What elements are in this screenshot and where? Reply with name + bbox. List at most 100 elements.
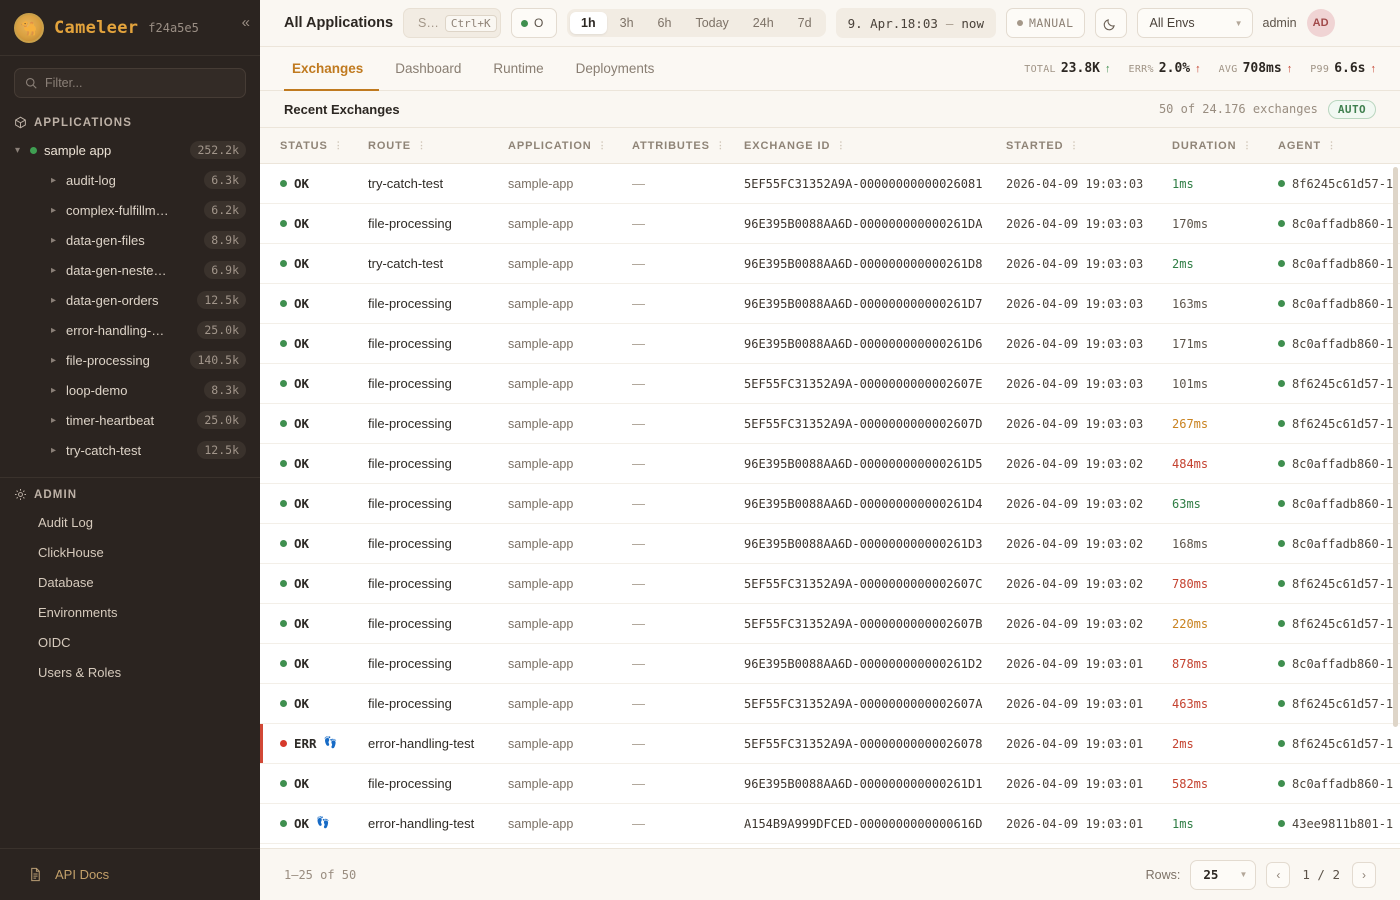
sidebar-admin-item[interactable]: Environments [0, 597, 260, 627]
tab-dashboard[interactable]: Dashboard [395, 60, 462, 76]
avatar[interactable]: AD [1306, 9, 1335, 37]
search-input[interactable]: S… Ctrl+K [403, 8, 502, 38]
table-row[interactable]: ERR 👣 error-handling-test sample-app —5EF55F… [260, 723, 1400, 764]
table-title: Recent Exchanges [284, 101, 400, 117]
agent-status-dot-icon [1278, 580, 1285, 587]
column-header-agent[interactable]: AGENT ⋮ [1270, 127, 1400, 164]
table-row[interactable]: OK file-processing sample-app —5EF55FC31352… [260, 683, 1400, 724]
table-row[interactable]: OK file-processing sample-app —96E395B0088A… [260, 523, 1400, 564]
column-header-duration[interactable]: DURATION ⋮ [1164, 127, 1270, 164]
table-row[interactable]: OK file-processing sample-app —96E395B0088A… [260, 283, 1400, 324]
sidebar-admin-item[interactable]: ClickHouse [0, 537, 260, 567]
agent-label: 8f6245c61d57-1 [1292, 416, 1394, 431]
sidebar-route-item[interactable]: ▸ file-processing 140.5k [0, 345, 260, 375]
cell-application: sample-app [500, 723, 624, 764]
time-range-button-3h[interactable]: 3h [619, 16, 634, 30]
time-range-button-today[interactable]: Today [695, 16, 729, 30]
sidebar-route-item[interactable]: ▸ audit-log 6.3k [0, 165, 260, 195]
auto-refresh-badge[interactable]: AUTO [1327, 99, 1376, 119]
cell-started: 2026-04-09 19:03:01 [998, 803, 1164, 844]
sidebar-route-item[interactable]: ▸ data-gen-neste… 6.9k [0, 255, 260, 285]
cell-duration: 170ms [1164, 203, 1270, 244]
trace-icon[interactable]: 👣 [323, 737, 338, 749]
table-row[interactable]: OK try-catch-test sample-app —5EF55FC31352A… [260, 163, 1400, 204]
table-row[interactable]: OK file-processing sample-app —96E395B0088A… [260, 443, 1400, 484]
cell-duration: 878ms [1164, 643, 1270, 684]
user-name: admin [1262, 16, 1297, 30]
status-dot-icon [280, 260, 287, 267]
sidebar-admin-label: Database [38, 574, 94, 590]
cell-started: 2026-04-09 19:03:02 [998, 563, 1164, 604]
filter-input[interactable]: Filter... [14, 68, 246, 98]
tab-runtime[interactable]: Runtime [493, 60, 544, 76]
cell-duration: 267ms [1164, 403, 1270, 444]
table-row[interactable]: OK file-processing sample-app —5EF55FC31352… [260, 563, 1400, 604]
sidebar-route-item[interactable]: ▸ error-handling-… 25.0k [0, 315, 260, 345]
env-select[interactable]: All Envs ▼ [1136, 8, 1253, 38]
time-range-button-24h[interactable]: 24h [752, 16, 774, 30]
sidebar-route-item[interactable]: ▸ try-catch-test 12.5k [0, 435, 260, 465]
sort-icon: ⋮ [333, 140, 344, 150]
cell-started: 2026-04-09 19:03:01 [998, 763, 1164, 804]
theme-toggle-button[interactable] [1094, 8, 1127, 38]
sidebar-route-item[interactable]: ▸ timer-heartbeat 25.0k [0, 405, 260, 435]
cell-status: OK [260, 243, 360, 284]
trace-icon[interactable]: 👣 [316, 817, 330, 829]
chevron-double-left-icon[interactable]: « [241, 14, 250, 31]
time-range-button-6h[interactable]: 6h [657, 16, 672, 30]
column-header-application[interactable]: APPLICATION ⋮ [500, 127, 624, 164]
column-header-status[interactable]: STATUS ⋮ [260, 127, 360, 164]
sidebar-admin-item[interactable]: Database [0, 567, 260, 597]
table-row[interactable]: OK file-processing sample-app —5EF55FC31352… [260, 363, 1400, 404]
sidebar-route-item[interactable]: ▸ data-gen-orders 12.5k [0, 285, 260, 315]
sidebar-admin-item[interactable]: Users & Roles [0, 657, 260, 687]
tab-deployments[interactable]: Deployments [575, 60, 655, 76]
column-header-started[interactable]: STARTED ⋮ [998, 127, 1164, 164]
table-row[interactable]: OK file-processing sample-app —96E395B0088A… [260, 643, 1400, 684]
sidebar-route-item[interactable]: ▸ complex-fulfillm… 6.2k [0, 195, 260, 225]
tab-exchanges[interactable]: Exchanges [284, 47, 380, 91]
agent-status-dot-icon [1278, 740, 1285, 747]
chevron-right-icon: ▸ [50, 264, 57, 276]
sidebar-api-docs-link[interactable]: API Docs [0, 848, 260, 900]
sidebar-route-item[interactable]: ▸ loop-demo 8.3k [0, 375, 260, 405]
table-row[interactable]: OK file-processing sample-app —5EF55FC31352… [260, 603, 1400, 644]
page-title: All Applications [284, 15, 394, 31]
table-row[interactable]: OK file-processing sample-app —96E395B0088A… [260, 323, 1400, 364]
table-row[interactable]: OK try-catch-test sample-app —96E395B0088AA… [260, 243, 1400, 284]
agent-label: 8c0affadb860-1 [1292, 496, 1394, 511]
refresh-mode-button[interactable]: MANUAL [1005, 8, 1085, 38]
table-row[interactable]: OK file-processing sample-app —5EF55FC31352… [260, 403, 1400, 444]
prev-page-button[interactable]: ‹ [1266, 861, 1291, 888]
status-dot-icon [280, 620, 287, 627]
agent-status-dot-icon [1278, 460, 1285, 467]
sidebar-route-label: audit-log [66, 172, 116, 188]
cell-attributes: — [624, 763, 736, 804]
sidebar-route-label: timer-heartbeat [66, 412, 155, 428]
sidebar-admin-item[interactable]: Audit Log [0, 507, 260, 537]
column-header-route[interactable]: ROUTE ⋮ [360, 127, 500, 164]
connection-status-pill[interactable]: O [511, 8, 558, 38]
cell-duration: 780ms [1164, 563, 1270, 604]
agent-status-dot-icon [1278, 660, 1285, 667]
column-header-attributes[interactable]: ATTRIBUTES ⋮ [624, 127, 736, 164]
time-range-button-7d[interactable]: 7d [797, 16, 812, 30]
column-header-exchange-id[interactable]: EXCHANGE ID ⋮ [736, 127, 998, 164]
sidebar-app-sample-app[interactable]: ▾ sample app 252.2k [0, 135, 260, 165]
time-range-button-1h[interactable]: 1h [570, 12, 607, 34]
table-row[interactable]: OK file-processing sample-app —96E395B0088A… [260, 763, 1400, 804]
rows-per-page-select[interactable]: 25 ▼ [1190, 859, 1257, 890]
cell-status: OK 👣 [260, 803, 360, 844]
sidebar-route-label: complex-fulfillm… [66, 202, 169, 218]
sidebar-route-item[interactable]: ▸ data-gen-files 8.9k [0, 225, 260, 255]
time-range-display[interactable]: 9. Apr.18:03 — now [835, 8, 996, 38]
next-page-button[interactable]: › [1352, 861, 1376, 888]
table-row[interactable]: OK file-processing sample-app —96E395B0088A… [260, 483, 1400, 524]
status-label: OK [294, 696, 310, 711]
table-scrollbar[interactable] [1393, 167, 1398, 727]
exchanges-table: STATUS ⋮ ROUTE ⋮ APPLICATION ⋮ ATTRIBUTES ⋮ EXCH… [260, 127, 1400, 844]
table-row[interactable]: OK file-processing sample-app —96E395B0088A… [260, 203, 1400, 244]
cell-exchange-id: 96E395B0088AA6D-000000000000261D1 [736, 763, 998, 804]
sidebar-admin-item[interactable]: OIDC [0, 627, 260, 657]
table-row[interactable]: OK 👣 error-handling-test sample-app — A154B9A… [260, 803, 1400, 844]
